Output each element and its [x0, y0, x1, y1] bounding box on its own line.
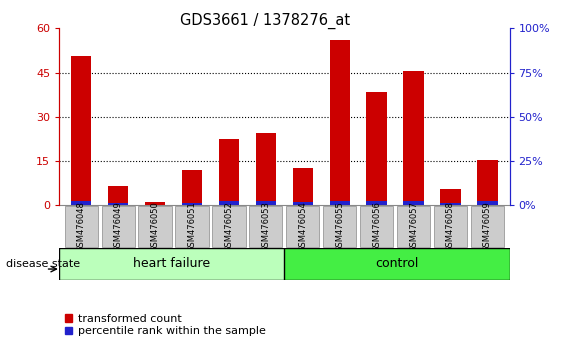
Bar	[182, 170, 202, 205]
Text: GSM476056: GSM476056	[372, 201, 381, 252]
Bar	[403, 71, 424, 205]
Bar	[403, 201, 424, 205]
FancyBboxPatch shape	[138, 206, 172, 247]
Bar	[256, 133, 276, 205]
Text: disease state: disease state	[6, 259, 80, 269]
FancyBboxPatch shape	[59, 248, 284, 280]
FancyBboxPatch shape	[176, 206, 209, 247]
Text: GSM476049: GSM476049	[114, 201, 123, 252]
Text: GSM476048: GSM476048	[77, 201, 86, 252]
FancyBboxPatch shape	[286, 206, 319, 247]
Text: GSM476057: GSM476057	[409, 201, 418, 252]
Bar	[477, 201, 498, 205]
Bar	[440, 203, 461, 205]
FancyBboxPatch shape	[434, 206, 467, 247]
FancyBboxPatch shape	[323, 206, 356, 247]
FancyBboxPatch shape	[101, 206, 135, 247]
FancyBboxPatch shape	[284, 248, 510, 280]
Bar	[256, 201, 276, 205]
FancyBboxPatch shape	[471, 206, 504, 247]
Text: GSM476055: GSM476055	[335, 201, 344, 252]
Bar	[329, 40, 350, 205]
FancyBboxPatch shape	[249, 206, 283, 247]
FancyBboxPatch shape	[65, 206, 98, 247]
Bar	[71, 56, 91, 205]
Bar	[219, 139, 239, 205]
FancyBboxPatch shape	[397, 206, 430, 247]
FancyBboxPatch shape	[360, 206, 393, 247]
Text: heart failure: heart failure	[133, 257, 210, 270]
Bar	[329, 201, 350, 205]
Bar	[367, 92, 387, 205]
Bar	[108, 203, 128, 205]
Bar	[293, 169, 313, 205]
Bar	[477, 160, 498, 205]
Bar	[293, 202, 313, 205]
Bar	[440, 189, 461, 205]
Text: control: control	[375, 257, 419, 270]
Text: GSM476054: GSM476054	[298, 201, 307, 252]
Bar	[71, 201, 91, 205]
FancyBboxPatch shape	[212, 206, 245, 247]
Legend: transformed count, percentile rank within the sample: transformed count, percentile rank withi…	[65, 314, 266, 336]
Bar	[108, 186, 128, 205]
Text: GDS3661 / 1378276_at: GDS3661 / 1378276_at	[180, 12, 350, 29]
Text: GSM476053: GSM476053	[261, 201, 270, 252]
Bar	[145, 202, 166, 205]
Text: GSM476050: GSM476050	[150, 201, 159, 252]
Text: GSM476058: GSM476058	[446, 201, 455, 252]
Text: GSM476052: GSM476052	[225, 201, 234, 252]
Text: GSM476051: GSM476051	[187, 201, 196, 252]
Bar	[219, 201, 239, 205]
Bar	[367, 201, 387, 205]
Text: GSM476059: GSM476059	[483, 201, 492, 252]
Bar	[182, 202, 202, 205]
